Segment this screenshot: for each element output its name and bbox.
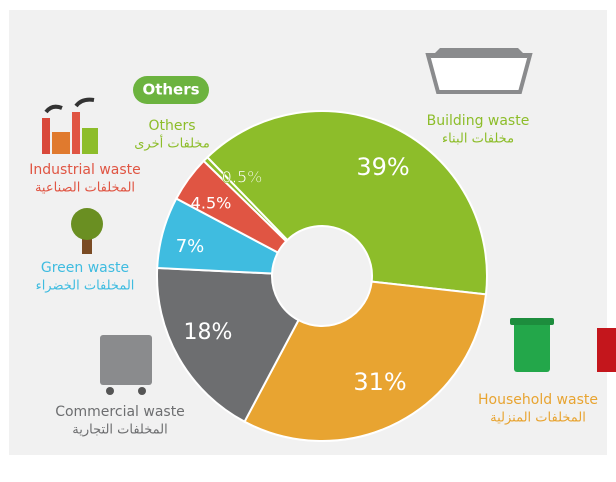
factory-icon	[42, 97, 98, 154]
value-label: 18%	[184, 320, 233, 345]
category-label-ar: مخلفات البناء	[442, 132, 514, 147]
skip-icon	[425, 48, 533, 94]
value-label: 31%	[353, 368, 406, 396]
slice	[156, 266, 300, 424]
badge-bg	[133, 76, 209, 104]
value-label: 4.5%	[191, 194, 232, 213]
category-label-ar: المخلفات الخضراء	[36, 279, 135, 294]
value-label: 0.5%	[222, 168, 263, 187]
category-label-ar: المخلفات الصناعية	[35, 181, 135, 196]
slice	[202, 155, 289, 243]
category-label-ar: المخلفات المنزلية	[490, 411, 586, 426]
category-label: Household waste	[478, 392, 598, 408]
category-label-ar: مخلفات أخرى	[134, 135, 210, 152]
badge: Others	[142, 81, 199, 99]
edge-block	[597, 328, 616, 372]
category-label: Commercial waste	[55, 404, 185, 420]
category-label: Green waste	[41, 260, 129, 276]
tree-icon	[71, 208, 103, 254]
slice	[205, 110, 488, 296]
category-label: Building waste	[427, 113, 530, 129]
category-label-ar: المخلفات التجارية	[72, 423, 167, 438]
container-icon	[100, 335, 152, 395]
category-label: Others	[148, 118, 195, 134]
bin-icon	[510, 318, 554, 372]
slice	[243, 280, 488, 442]
value-label: 7%	[176, 236, 205, 257]
value-label: 39%	[356, 153, 409, 181]
category-label: Industrial waste	[29, 162, 141, 178]
